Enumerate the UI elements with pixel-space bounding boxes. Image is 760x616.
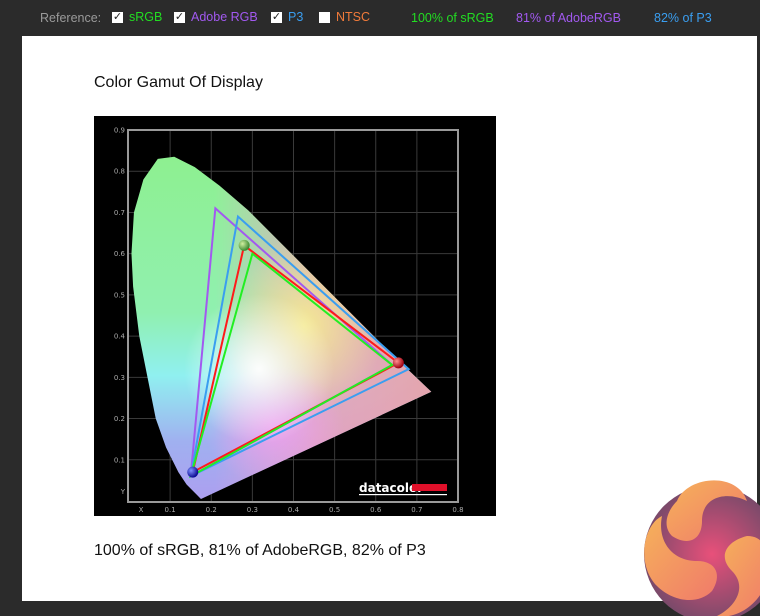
srgb-checkbox[interactable]: ✓ sRGB bbox=[112, 10, 162, 24]
x-tick-label: 0.5 bbox=[329, 506, 340, 514]
y-tick-label: 0.6 bbox=[114, 250, 126, 258]
y-tick-label: 0.2 bbox=[114, 415, 125, 423]
reference-toolbar: Reference: ✓ sRGB ✓ Adobe RGB ✓ P3 NTSC … bbox=[0, 0, 760, 36]
page-title: Color Gamut Of Display bbox=[94, 74, 263, 91]
gamut-triangle-p3 bbox=[189, 214, 411, 479]
x-tick-label: 0.7 bbox=[411, 506, 422, 514]
svg-text:datacolor: datacolor bbox=[359, 481, 423, 495]
p3-label: P3 bbox=[288, 10, 304, 24]
adobe-rgb-label: Adobe RGB bbox=[191, 10, 258, 24]
srgb-label: sRGB bbox=[129, 10, 163, 24]
p3-coverage: 82% of P3 bbox=[654, 11, 712, 25]
x-tick-label: 0.3 bbox=[247, 506, 258, 514]
x-tick-label: 0.8 bbox=[452, 506, 463, 514]
gamut-triangle-srgb bbox=[189, 251, 394, 479]
checkbox-unchecked-icon[interactable] bbox=[319, 11, 330, 23]
plot-frame bbox=[127, 129, 459, 503]
datacolor-watermark: datacolor bbox=[359, 481, 447, 496]
x-tick-label: 0.6 bbox=[370, 506, 382, 514]
gamut-chart: 0.1 0.2 0.3 0.4 0.5 0.6 0.7 0.8 0.1 0.2 0.3 0.4 0.5 0… bbox=[94, 116, 496, 516]
gamut-caption: 100% of sRGB, 81% of AdobeRGB, 82% of P3 bbox=[94, 542, 426, 559]
primary-marker-green bbox=[238, 239, 250, 251]
srgb-coverage: 100% of sRGB bbox=[411, 11, 494, 25]
x-axis-label: X bbox=[139, 506, 144, 514]
primary-marker-blue bbox=[187, 466, 199, 478]
y-tick-label: 0.7 bbox=[114, 209, 125, 217]
content-area: Color Gamut Of Display bbox=[22, 36, 760, 616]
spectral-locus bbox=[131, 156, 432, 499]
x-tick-label: 0.1 bbox=[165, 506, 176, 514]
x-tick-label: 0.4 bbox=[288, 506, 300, 514]
y-tick-label: 0.1 bbox=[114, 456, 125, 464]
y-tick-label: 0.4 bbox=[114, 333, 126, 341]
y-axis-label: Y bbox=[120, 488, 126, 496]
adobe-rgb-checkbox[interactable]: ✓ Adobe RGB bbox=[174, 10, 258, 24]
primary-marker-red bbox=[392, 357, 404, 369]
y-tick-label: 0.3 bbox=[114, 374, 125, 382]
y-tick-label: 0.8 bbox=[114, 168, 125, 176]
ntsc-label: NTSC bbox=[336, 10, 371, 24]
gamut-chart-svg: 0.1 0.2 0.3 0.4 0.5 0.6 0.7 0.8 0.1 0.2 0.3 0.4 0.5 0… bbox=[114, 127, 464, 515]
checkbox-checked-icon[interactable]: ✓ bbox=[112, 10, 123, 23]
y-tick-label: 0.5 bbox=[114, 291, 125, 299]
x-tick-label: 0.2 bbox=[206, 506, 217, 514]
y-tick-label: 0.9 bbox=[114, 127, 125, 135]
ntsc-checkbox[interactable]: NTSC bbox=[319, 10, 370, 24]
reference-label: Reference: bbox=[40, 11, 102, 25]
site-logo bbox=[644, 480, 760, 616]
p3-checkbox[interactable]: ✓ P3 bbox=[271, 10, 303, 24]
checkbox-checked-icon[interactable]: ✓ bbox=[174, 10, 185, 23]
adobergb-coverage: 81% of AdobeRGB bbox=[516, 11, 621, 25]
checkbox-checked-icon[interactable]: ✓ bbox=[271, 10, 282, 23]
